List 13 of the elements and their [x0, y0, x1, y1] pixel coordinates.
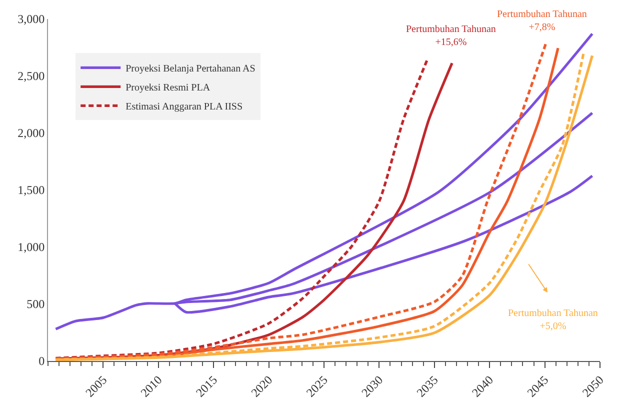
annotation: Pertumbuhan Tahunan +15,6%: [406, 24, 496, 48]
y-tick-label: 2,000: [18, 126, 45, 140]
y-tick-label: 2,500: [18, 69, 45, 84]
legend-label: Estimasi Anggaran PLA IISS: [126, 102, 243, 113]
legend-label: Proyeksi Resmi PLA: [126, 82, 211, 94]
y-tick-label: 1,000: [18, 240, 45, 254]
y-tick-label: 0: [38, 354, 45, 368]
legend-label: Proyeksi Belanja Pertahanan AS: [126, 64, 256, 75]
annotation: Pertumbuhan Tahunan +7,8%: [497, 9, 587, 33]
annotation: Pertumbuhan Tahunan +5,0%: [508, 308, 598, 332]
y-tick-label: 3,000: [18, 12, 45, 26]
y-tick-label: 1,500: [18, 183, 45, 198]
y-tick-label: 500: [26, 297, 45, 312]
